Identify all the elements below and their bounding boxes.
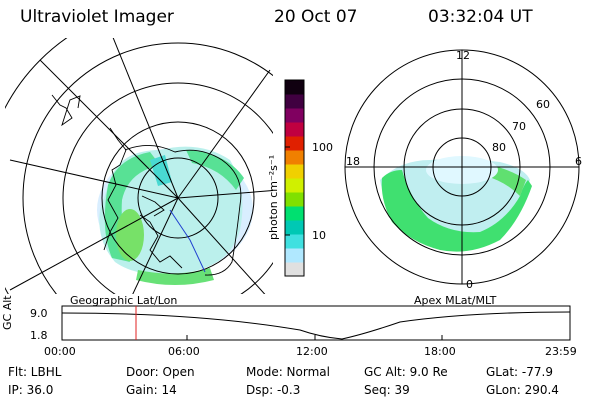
colorbar-segment (285, 192, 304, 207)
colorbar-segment (285, 94, 304, 109)
geo-meridians (9, 38, 273, 294)
geo-panel-caption: Geographic Lat/Lon (70, 294, 178, 307)
altitude-xtick: 06:00 (168, 345, 200, 358)
instrument-title: Ultraviolet Imager (20, 7, 174, 27)
status-glon: GLon: 290.4 (486, 383, 559, 397)
colorbar-segment (285, 108, 304, 123)
altitude-plot (61, 305, 571, 341)
mag-aurora (380, 156, 532, 252)
altitude-ytick-1-8: 1.8 (30, 329, 48, 342)
altitude-xtick: 18:00 (424, 345, 456, 358)
mlat-label-60: 60 (536, 98, 550, 111)
status-seq: Seq: 39 (364, 383, 410, 397)
altitude-ylabel: GC Alt (1, 295, 14, 330)
status-glat: GLat: -77.9 (486, 365, 553, 379)
colorbar-segment (285, 220, 304, 235)
status-gain: Gain: 14 (126, 383, 177, 397)
altitude-xtick: 23:59 (545, 345, 577, 358)
magnetic-panel (344, 49, 580, 285)
mlat-label-80: 80 (492, 141, 506, 154)
status-ip: IP: 36.0 (8, 383, 54, 397)
status-gc-alt: GC Alt: 9.0 Re (364, 365, 448, 379)
geographic-panel (5, 38, 273, 294)
colorbar-unit-label: photon cm⁻²s⁻¹ (267, 154, 280, 240)
mlt-label-6: 6 (575, 155, 582, 168)
mlt-label-12: 12 (456, 49, 470, 62)
status-dsp: Dsp: -0.3 (246, 383, 301, 397)
geo-aurora (97, 146, 253, 285)
colorbar-tick-100: 100 (312, 141, 333, 154)
colorbar-segment (285, 164, 304, 179)
status-filter: Flt: LBHL (8, 365, 62, 379)
colorbar-tick-10: 10 (312, 229, 326, 242)
colorbar-segment (285, 122, 304, 137)
geo-coastlines (51, 94, 242, 276)
colorbar-segment (285, 206, 304, 221)
colorbar-segment (285, 234, 304, 249)
altitude-xtick: 12:00 (296, 345, 328, 358)
colorbar (284, 79, 305, 277)
colorbar-segment (285, 178, 304, 193)
observation-time: 03:32:04 UT (428, 7, 533, 27)
status-door: Door: Open (126, 365, 195, 379)
mlt-label-0: 0 (466, 278, 473, 291)
colorbar-segment (285, 136, 304, 151)
colorbar-segment (285, 248, 304, 263)
colorbar-segment (285, 150, 304, 165)
mlat-label-70: 70 (512, 120, 526, 133)
colorbar-segment (285, 262, 304, 277)
mlt-label-18: 18 (346, 155, 360, 168)
observation-date: 20 Oct 07 (274, 7, 358, 27)
mag-panel-caption: Apex MLat/MLT (414, 294, 497, 307)
colorbar-segment (285, 80, 304, 95)
status-mode: Mode: Normal (246, 365, 330, 379)
altitude-ytick-9: 9.0 (30, 307, 48, 320)
altitude-xtick: 00:00 (44, 345, 76, 358)
geo-lat-circles (5, 38, 273, 294)
geo-terminator (169, 209, 206, 273)
